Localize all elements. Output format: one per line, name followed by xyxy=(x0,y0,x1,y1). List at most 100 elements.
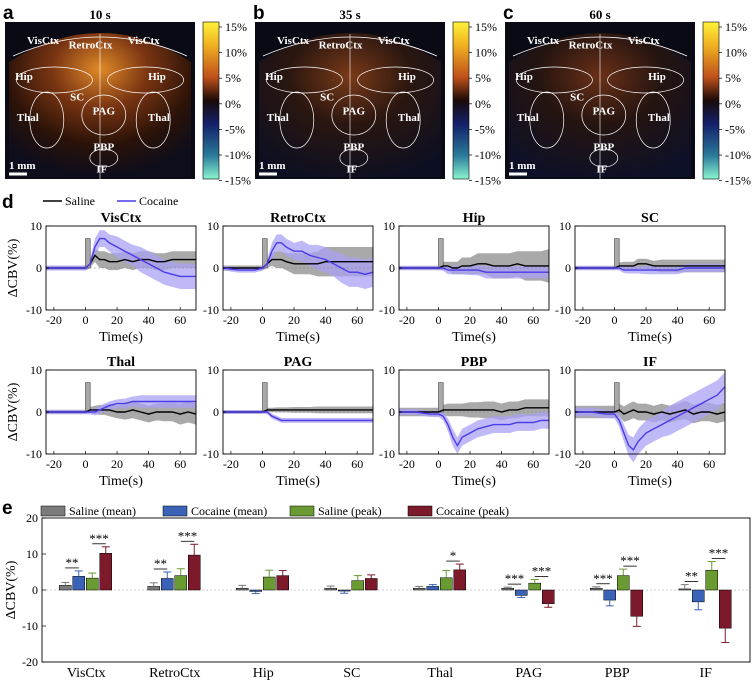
region-label: PBP xyxy=(593,142,614,154)
x-axis-label: Time(s) xyxy=(276,474,320,489)
y-tick-label: -10 xyxy=(379,447,395,461)
significance-marker: *** xyxy=(593,571,613,586)
x-tick-label: 40 xyxy=(496,313,508,327)
line-panel-hip: Hip -10 0 10 -20 0 20 40 60 Time(s) xyxy=(379,211,550,345)
cocaine-error-band xyxy=(575,372,725,463)
colorbar-tick-label: 0% xyxy=(725,97,741,111)
significance-marker: ** xyxy=(154,556,167,571)
bar-visctx xyxy=(59,585,72,591)
x-tick-label: 0 xyxy=(259,457,265,471)
y-tick-label: 0 xyxy=(389,261,395,275)
y-tick-label: 0 xyxy=(213,261,219,275)
region-label: Thal xyxy=(267,112,289,124)
colorbar-tick-label: -5% xyxy=(725,122,745,136)
stimulus-bar xyxy=(262,238,268,269)
region-label: VisCtx xyxy=(27,35,59,47)
colorbar xyxy=(202,21,220,180)
bar-hip xyxy=(249,589,262,592)
bar-hip xyxy=(276,575,289,591)
legend-series-label: Cocaine (peak) xyxy=(436,504,509,518)
x-tick-label: 0 xyxy=(435,457,441,471)
y-tick-label: 10 xyxy=(30,363,42,377)
stimulus-bar xyxy=(262,382,268,413)
atlas-outline xyxy=(607,66,684,94)
y-tick-label: 0 xyxy=(32,583,38,597)
scale-bar-label: 1 mm xyxy=(509,160,536,172)
x-tick-label: 60 xyxy=(703,313,715,327)
panel-title: PAG xyxy=(284,355,313,370)
colorbar-tick-label: 15% xyxy=(475,20,497,34)
bar-thal xyxy=(413,587,426,591)
legend-swatch xyxy=(40,505,66,517)
line-panel-thal: Thal -10 0 10 -20 0 20 40 60 Time(s) ΔCBV(%) xyxy=(6,355,197,489)
x-tick-label: 40 xyxy=(143,457,155,471)
y-tick-label: 10 xyxy=(26,547,38,561)
line-panel-sc: SC -10 0 10 -20 0 20 40 60 Time(s) xyxy=(555,211,726,345)
colorbar-tick-label: -15% xyxy=(225,174,251,188)
legend-cocaine-label: Cocaine xyxy=(139,194,178,208)
x-tick-label: -20 xyxy=(223,313,239,327)
x-tick-label: 20 xyxy=(464,457,476,471)
region-label: Thal xyxy=(517,112,539,124)
region-label: PAG xyxy=(343,106,366,118)
y-axis-label: ΔCBV(%) xyxy=(4,560,19,619)
y-tick-label: 20 xyxy=(26,511,38,525)
x-axis-label: Time(s) xyxy=(99,474,143,489)
bar-pag xyxy=(515,589,528,596)
region-label: Hip xyxy=(648,71,666,83)
y-tick-label: -10 xyxy=(26,447,42,461)
bar-visctx xyxy=(99,553,112,591)
significance-marker: *** xyxy=(709,546,729,561)
colorbar-tick-label: 5% xyxy=(725,71,741,85)
y-tick-label: -10 xyxy=(555,447,571,461)
panel-title: RetroCtx xyxy=(270,211,326,226)
x-tick-label: 0 xyxy=(435,313,441,327)
stimulus-bar xyxy=(614,382,620,413)
region-label: VisCtx xyxy=(527,35,559,47)
bar-retroctx xyxy=(174,575,187,591)
x-tick-label: -20 xyxy=(46,457,62,471)
region-label: VisCtx xyxy=(378,35,410,47)
x-axis-label: Time(s) xyxy=(452,330,496,345)
x-tick-label: 40 xyxy=(320,457,332,471)
x-axis-label: Time(s) xyxy=(628,474,672,489)
bar-thal xyxy=(440,577,453,591)
region-label: IF xyxy=(596,164,607,176)
colorbar-tick-label: 10% xyxy=(225,46,247,60)
x-tick-label: 20 xyxy=(288,313,300,327)
region-label: RetroCtx xyxy=(569,40,613,52)
bar-visctx xyxy=(86,577,99,591)
y-tick-label: -10 xyxy=(555,303,571,317)
y-tick-label: 0 xyxy=(36,261,42,275)
cocaine-error-band xyxy=(46,395,196,416)
atlas-outline xyxy=(581,94,627,136)
y-tick-label: -20 xyxy=(22,655,38,669)
bar-hip xyxy=(263,576,276,591)
x-tick-label: 40 xyxy=(672,313,684,327)
legend-series-label: Saline (mean) xyxy=(69,504,136,518)
region-label: SC xyxy=(320,92,334,104)
colorbar-tick-label: -10% xyxy=(225,148,251,162)
atlas-outline xyxy=(339,148,369,168)
region-label: PAG xyxy=(93,106,116,118)
x-category-label: VisCtx xyxy=(67,666,106,680)
y-tick-label: 0 xyxy=(389,405,395,419)
cocaine-series-line xyxy=(223,411,373,422)
atlas-outline xyxy=(29,91,65,149)
legend-series-label: Saline (peak) xyxy=(318,504,382,518)
x-category-label: RetroCtx xyxy=(149,666,200,680)
stimulus-bar xyxy=(85,382,91,413)
bar-sc xyxy=(351,580,364,591)
y-tick-label: -10 xyxy=(203,447,219,461)
region-label: PAG xyxy=(593,106,616,118)
atlas-outline xyxy=(331,94,377,136)
bar-hip xyxy=(236,587,249,591)
x-tick-label: 40 xyxy=(496,457,508,471)
region-label: PBP xyxy=(93,142,114,154)
cocaine-series-line xyxy=(575,386,726,451)
saline-series-line xyxy=(575,409,726,415)
panel-title: Thal xyxy=(107,355,135,370)
line-panel-visctx: VisCtx -10 0 10 -20 0 20 40 60 Time(s) ΔCBV(%) xyxy=(6,211,197,345)
colorbar xyxy=(452,21,470,180)
x-tick-label: -20 xyxy=(46,313,62,327)
